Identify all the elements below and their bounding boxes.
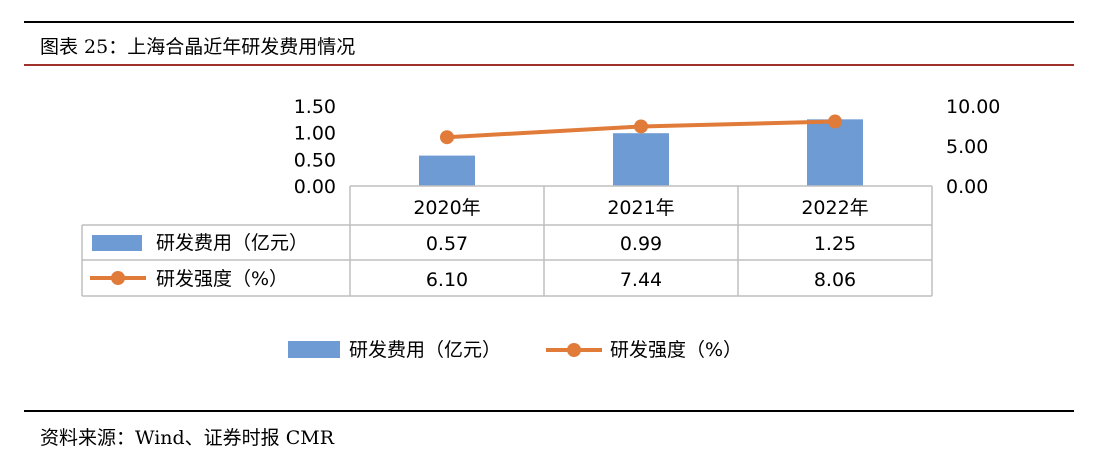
left-axis-tick: 0.50 <box>294 149 336 171</box>
legend-label: 研发强度（%） <box>610 339 742 361</box>
legend-line-marker <box>567 343 581 357</box>
bar <box>613 133 669 186</box>
data-label: 0.99 <box>620 233 662 255</box>
data-label: 0.57 <box>426 233 468 255</box>
left-axis-tick: 1.00 <box>294 123 336 145</box>
legend-bar-swatch <box>288 341 340 358</box>
line-point <box>634 119 648 134</box>
right-axis-tick: 0.00 <box>946 176 988 198</box>
left-axis-tick: 0.00 <box>294 176 336 198</box>
legend-label: 研发费用（亿元） <box>349 339 501 361</box>
line-point <box>440 130 454 145</box>
title-underline <box>24 64 1074 66</box>
left-axis-tick: 1.50 <box>294 96 336 118</box>
table-series-label: 研发费用（亿元） <box>156 232 308 254</box>
bar <box>419 155 475 186</box>
top-rule <box>24 21 1074 23</box>
data-label: 6.10 <box>426 269 468 291</box>
right-axis-tick: 5.00 <box>946 136 988 158</box>
category-label: 2022年 <box>801 197 868 219</box>
bar <box>807 119 863 186</box>
figure-title: 图表 25：上海合晶近年研发费用情况 <box>40 36 356 58</box>
bottom-rule <box>24 410 1074 412</box>
table-series-label: 研发强度（%） <box>156 268 288 290</box>
source-note: 资料来源：Wind、证券时报 CMR <box>40 427 335 449</box>
right-axis-tick: 10.00 <box>946 96 1000 118</box>
table-legend-bar-swatch <box>92 235 142 251</box>
line-point <box>828 114 842 129</box>
category-label: 2021年 <box>607 197 674 219</box>
category-label: 2020年 <box>413 197 480 219</box>
data-label: 8.06 <box>814 269 856 291</box>
data-label: 7.44 <box>620 269 662 291</box>
table-legend-line-marker <box>111 271 125 285</box>
data-label: 1.25 <box>814 233 856 255</box>
